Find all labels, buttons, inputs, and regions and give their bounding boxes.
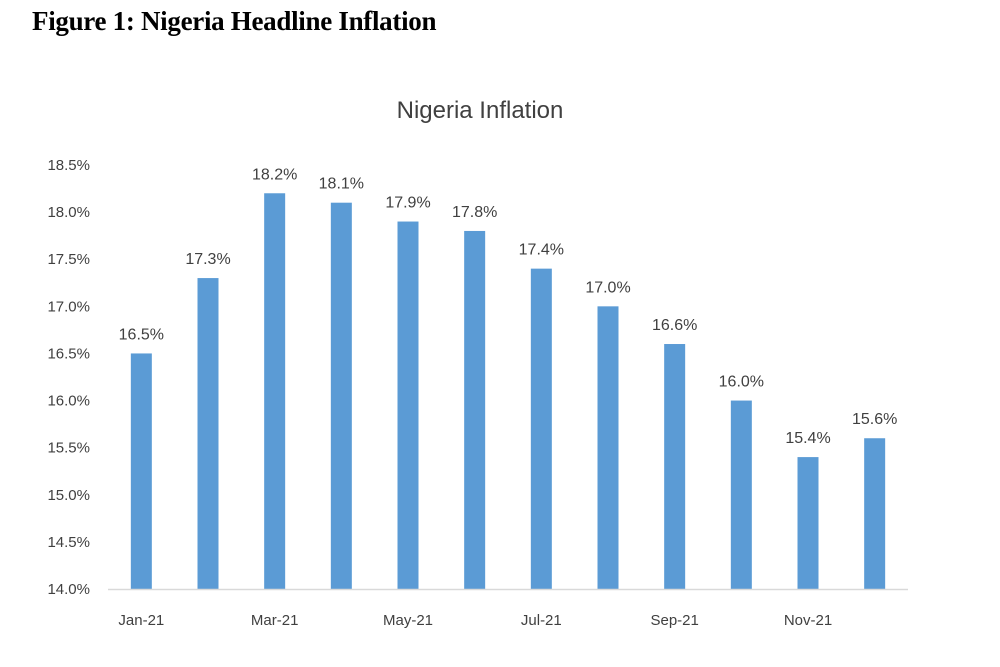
x-tick-label: May-21 <box>383 612 433 629</box>
data-label: 18.1% <box>319 176 364 193</box>
y-tick-label: 16.5% <box>47 345 90 362</box>
x-tick-label: Nov-21 <box>784 612 832 629</box>
x-tick-label: Jan-21 <box>118 612 164 629</box>
figure-title: Figure 1: Nigeria Headline Inflation <box>32 6 437 36</box>
y-tick-label: 15.5% <box>47 440 90 457</box>
bar <box>530 268 552 589</box>
bars <box>130 193 886 590</box>
data-label: 17.9% <box>385 195 430 212</box>
chart-title: Nigeria Inflation <box>397 97 564 124</box>
y-tick-label: 16.0% <box>47 393 90 410</box>
bar <box>264 193 286 589</box>
bar <box>330 202 352 589</box>
bar <box>130 353 152 589</box>
data-labels: 16.5% 17.3% 18.2% 18.1% 17.9% 17.8% 17.4% 17.0%… <box>119 166 898 447</box>
y-tick-label: 17.0% <box>47 298 90 315</box>
y-tick-label: 17.5% <box>47 251 90 268</box>
data-label: 15.4% <box>785 430 830 447</box>
y-tick-label: 14.5% <box>47 534 90 551</box>
bar <box>664 344 686 589</box>
bar <box>864 438 886 589</box>
bar <box>797 457 819 589</box>
bar <box>197 278 219 589</box>
data-label: 15.6% <box>852 411 897 428</box>
y-tick-label: 18.5% <box>47 157 90 174</box>
data-label: 17.0% <box>585 279 630 296</box>
data-label: 17.4% <box>519 242 564 259</box>
y-axis: 14.0% 14.5% 15.0% 15.5% 16.0% 16.5% 17.0% 17.5%… <box>47 157 90 598</box>
x-tick-label: Mar-21 <box>251 612 299 629</box>
y-tick-label: 18.0% <box>47 204 90 221</box>
bar <box>397 221 419 590</box>
x-tick-label: Jul-21 <box>521 612 562 629</box>
y-tick-label: 15.0% <box>47 487 90 504</box>
y-tick-label: 14.0% <box>47 581 90 598</box>
bar <box>730 400 752 589</box>
bar <box>464 230 486 589</box>
bar <box>597 306 619 589</box>
data-label: 16.6% <box>652 317 697 334</box>
data-label: 17.3% <box>185 251 230 268</box>
data-label: 16.0% <box>719 374 764 391</box>
data-label: 17.8% <box>452 204 497 221</box>
data-label: 18.2% <box>252 166 297 183</box>
data-label: 16.5% <box>119 326 164 343</box>
x-tick-label: Sep-21 <box>650 612 698 629</box>
x-axis: Jan-21 Mar-21 May-21 Jul-21 Sep-21 Nov-21 <box>108 588 908 629</box>
